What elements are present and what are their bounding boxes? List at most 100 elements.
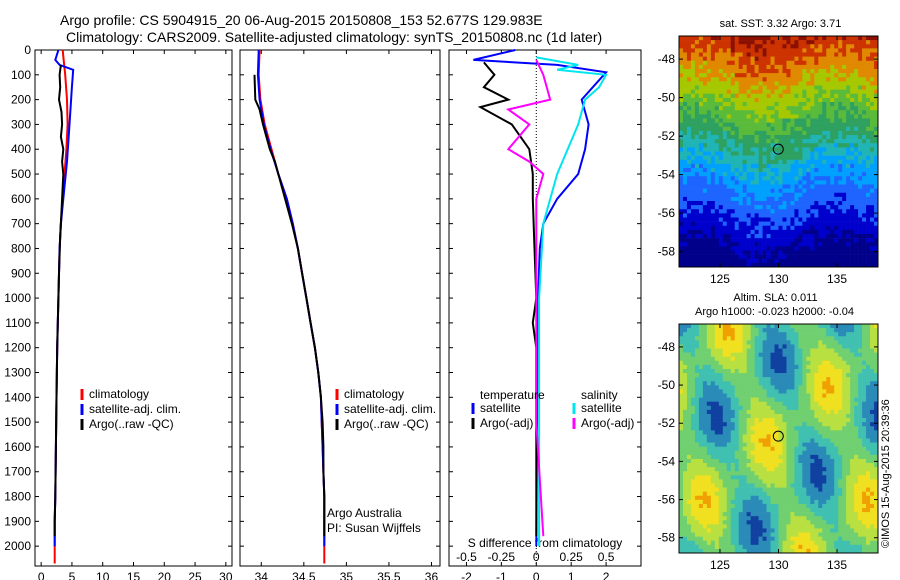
map-cell [758,147,763,152]
map-cell [710,36,716,41]
map-cell [686,44,692,49]
map-cell [782,324,787,329]
map-cell [750,209,755,214]
map-cell [818,209,823,214]
map-cell [786,242,791,247]
map-cell [810,139,815,144]
map-cell [718,385,724,390]
map-cell [838,438,843,443]
map-cell [714,135,720,140]
map-cell [714,106,720,111]
map-cell [810,110,815,115]
map-cell [818,467,823,472]
map-cell [834,373,839,378]
map-cell [838,254,843,260]
map-cell [718,328,724,333]
map-cell [798,139,803,144]
map-cell [862,135,867,140]
map-cell [858,332,863,337]
map-cell [766,196,771,202]
map-cell [854,250,859,255]
map-cell [874,234,879,239]
map-cell [679,377,684,382]
map-cell [814,238,819,243]
map-cell [782,389,787,394]
map-cell [862,332,867,337]
map-cell [782,184,787,189]
x-tick-label: 5 [69,570,76,580]
map-cell [679,336,684,341]
map-cell [686,114,692,119]
map-cell [858,377,863,382]
map-cell [834,246,839,251]
map-cell [798,172,803,177]
map-cell [679,422,684,427]
map-cell [730,176,736,181]
map-cell [722,479,728,484]
map-cell [710,118,716,123]
map-cell [710,471,716,476]
map-cell [698,159,704,165]
map-cell [798,36,803,41]
map-cell [710,110,716,115]
map-cell [762,188,767,194]
map-cell [754,64,759,70]
map-cell [826,147,831,152]
map-cell [794,389,799,394]
map-cell [830,458,835,464]
map-cell [830,344,835,349]
map-cell [862,64,867,70]
map-cell [814,332,819,337]
map-cell [790,184,795,189]
map-cell [850,81,855,86]
map-cell [722,217,728,222]
map-cell [774,213,779,218]
map-cell [802,344,807,349]
map-cell [679,467,684,472]
map-cell [786,336,791,341]
map-cell [742,196,747,202]
map-cell [742,209,747,214]
map-cell [722,418,728,423]
map-cell [726,172,732,177]
map-cell [830,93,835,99]
map-cell [690,238,696,243]
map-cell [818,48,823,53]
map-cell [730,180,736,185]
plot-frame [448,49,642,567]
map-cell [862,454,867,460]
map-cell [810,97,815,103]
map-cell [750,475,755,480]
map-cell [830,405,835,411]
map-cell [870,89,875,95]
map-cell [730,135,736,140]
map-cell [782,258,787,264]
map-cell [706,356,712,362]
x-tick-label: -2 [461,570,472,580]
map-cell [838,159,843,165]
map-cell [786,356,791,362]
map-cell [846,85,851,90]
map-cell [742,126,747,132]
map-cell [690,332,696,337]
map-cell [866,250,871,255]
map-cell [706,467,712,472]
map-cell [746,332,751,337]
map-cell [726,254,732,260]
map-cell [794,418,799,423]
map-cell [694,324,700,329]
map-cell [762,434,767,439]
map-cell [814,467,819,472]
map-cell [718,89,724,95]
map-cell [750,458,755,464]
map-cell [750,139,755,144]
map-cell [730,106,736,111]
map-cell [870,213,875,218]
map-cell [806,225,811,231]
map-cell [778,381,783,386]
map-cell [838,135,843,140]
map-cell [746,258,751,264]
map-cell [782,471,787,476]
map-cell [850,426,855,431]
map-cell [862,352,867,358]
